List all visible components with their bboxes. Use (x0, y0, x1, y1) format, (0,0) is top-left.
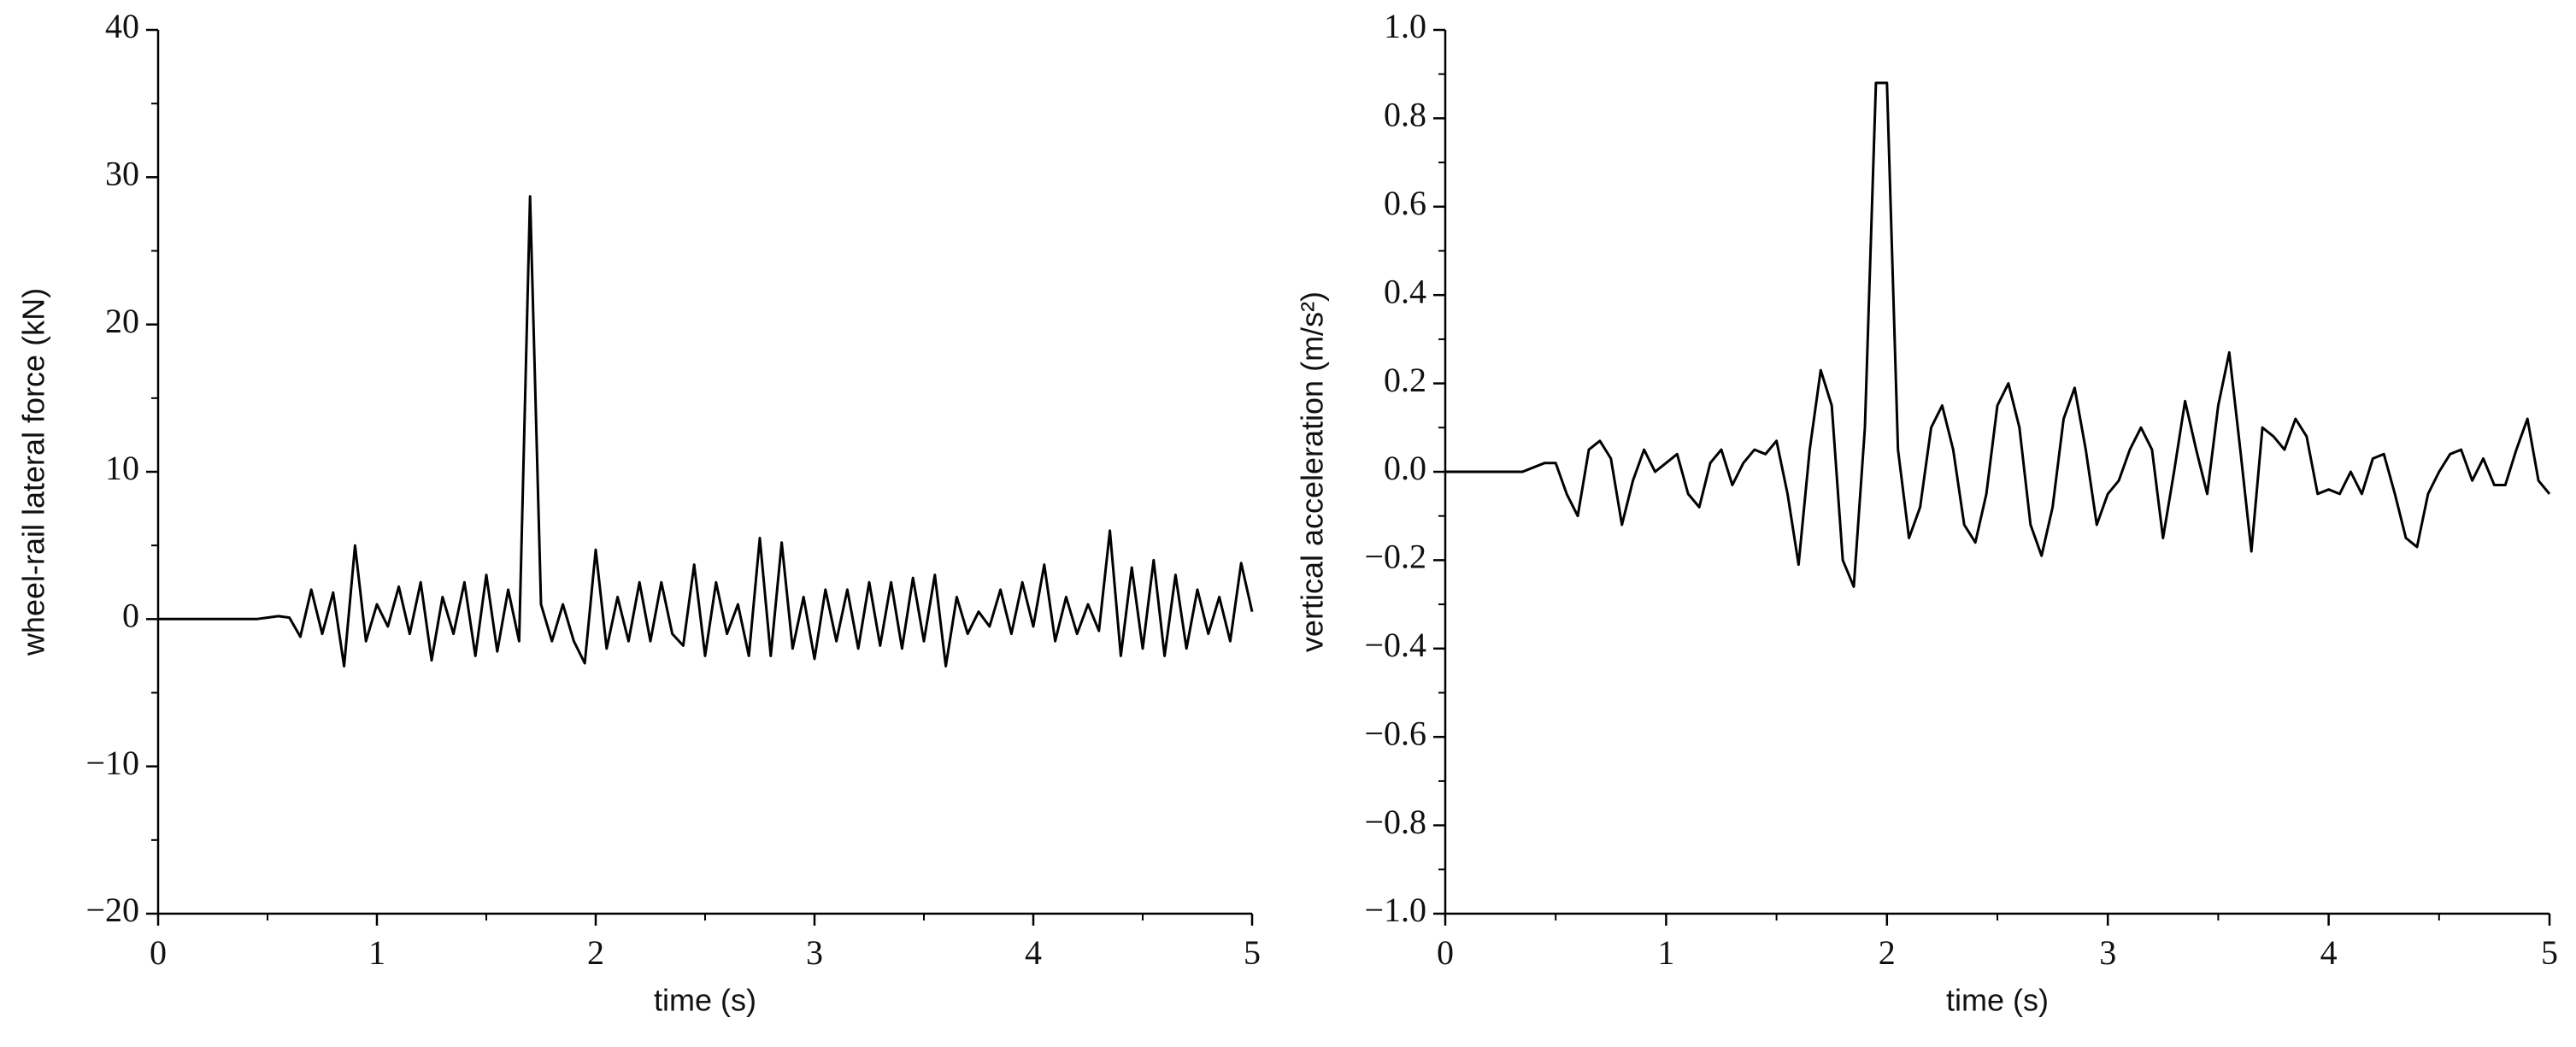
x-tick-label: 4 (2320, 933, 2338, 972)
y-tick-label: 0 (122, 597, 139, 635)
x-tick-label: 3 (806, 933, 823, 972)
x-tick-label: 5 (1244, 933, 1261, 972)
data-line (158, 195, 1254, 668)
y-tick-label: 0.8 (1384, 96, 1426, 134)
y-tick-label: 20 (105, 302, 139, 340)
x-axis-label: time (s) (1946, 983, 2049, 1018)
x-tick-label: 0 (150, 933, 167, 972)
y-tick-label: −10 (85, 744, 139, 782)
y-tick-label: −20 (85, 891, 139, 929)
x-tick-label: 2 (587, 933, 604, 972)
x-tick-label: 3 (2099, 933, 2116, 972)
y-tick-label: 40 (105, 7, 139, 45)
x-tick-label: 1 (1657, 933, 1674, 972)
x-tick-label: 4 (1025, 933, 1042, 972)
x-tick-label: 5 (2541, 933, 2558, 972)
plot: −20 −10 0 10 20 30 40 0 1 2 3 4 5 time (s) wheel-rail … (16, 7, 1261, 1017)
x-axis-label: time (s) (654, 983, 756, 1018)
y-tick-label: −1.0 (1364, 891, 1426, 929)
y-tick-label: −0.6 (1364, 714, 1426, 752)
y-tick-label: 1.0 (1384, 7, 1426, 45)
x-tick-label: 2 (1879, 933, 1896, 972)
data-line (1445, 81, 2551, 588)
x-tick-label: 0 (1437, 933, 1454, 972)
y-tick-label: 0.4 (1384, 272, 1426, 310)
y-tick-label: −0.4 (1364, 626, 1426, 664)
plot: −1.0 −0.8 −0.6 −0.4 −0.2 0.0 0.2 0.4 0.6 0.8 1.0 0 1… (1295, 7, 2558, 1017)
y-tick-label: 0.0 (1384, 449, 1426, 487)
y-tick-label: 0.6 (1384, 184, 1426, 222)
y-axis-label: wheel-rail lateral force (kN) (16, 288, 51, 656)
y-tick-label: 30 (105, 155, 139, 193)
y-axis-label: vertical acceleration (m/s²) (1295, 291, 1330, 652)
y-tick-label: −0.2 (1364, 538, 1426, 576)
y-tick-label: 10 (105, 449, 139, 487)
y-tick-label: 0.2 (1384, 361, 1426, 399)
y-tick-label: −0.8 (1364, 803, 1426, 841)
x-tick-label: 1 (368, 933, 385, 972)
